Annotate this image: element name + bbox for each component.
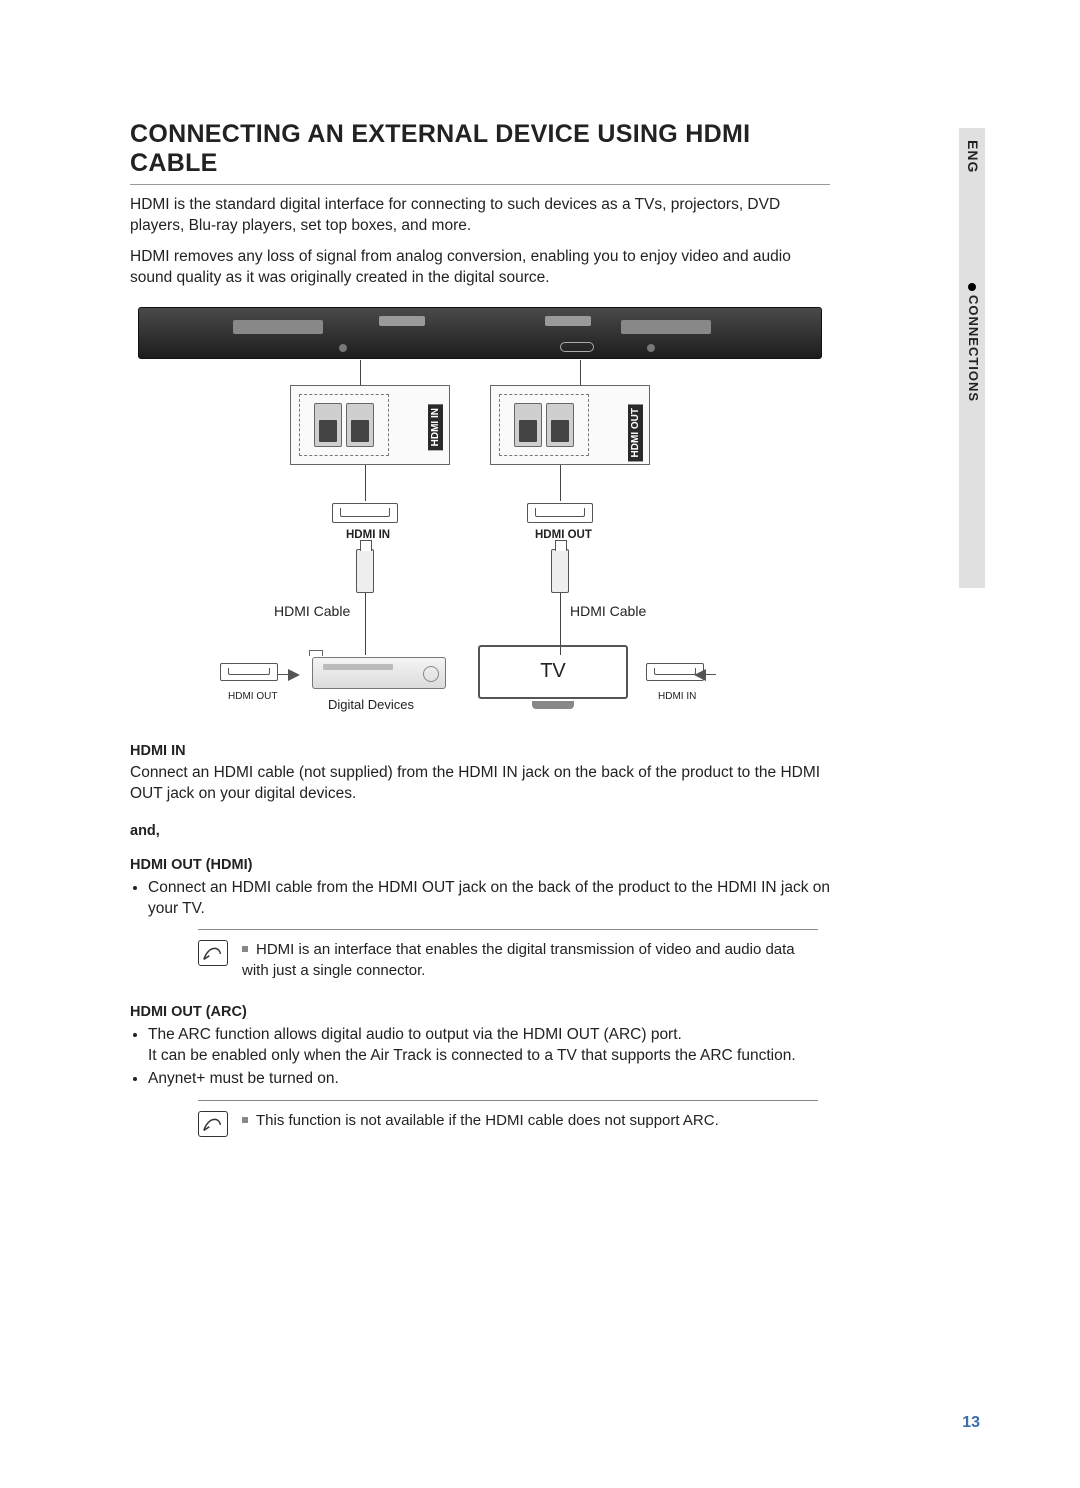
- heading-hdmi-out-arc: HDMI OUT (ARC): [130, 1004, 990, 1020]
- sidebar-bullet-icon: [968, 283, 976, 291]
- arrow-right-icon: [288, 669, 300, 681]
- manual-page: ENG CONNECTIONS CONNECTING AN EXTERNAL D…: [0, 0, 1080, 1488]
- player-eject-icon: [309, 650, 323, 656]
- note-icon: [198, 940, 228, 966]
- list-item-text: The ARC function allows digital audio to…: [148, 1026, 682, 1043]
- list-hdmi-out-hdmi: Connect an HDMI cable from the HDMI OUT …: [130, 877, 830, 920]
- intro-paragraph-1: HDMI is the standard digital interface f…: [130, 195, 830, 237]
- digital-device-icon: [312, 657, 446, 689]
- list-hdmi-out-arc: The ARC function allows digital audio to…: [130, 1024, 830, 1090]
- arrow-line: [278, 674, 288, 675]
- square-bullet-icon: [242, 946, 248, 952]
- note-text-content: HDMI is an interface that enables the di…: [242, 941, 795, 979]
- hdmi-plug-icon: [551, 549, 569, 593]
- panel-label-hdmi-out: HDMI OUT: [628, 404, 643, 461]
- sidebar-section-label: CONNECTIONS: [966, 295, 981, 402]
- tv-icon: TV: [478, 645, 628, 699]
- connector-line: [365, 465, 366, 501]
- square-bullet-icon: [242, 1117, 248, 1123]
- list-item-text: It can be enabled only when the Air Trac…: [148, 1047, 796, 1064]
- note-icon: [198, 1111, 228, 1137]
- callout-line: [360, 360, 361, 386]
- connection-diagram: HDMI IN HDMI OUT HDMI IN HDMI OUT HDMI C…: [130, 305, 830, 725]
- note-block: HDMI is an interface that enables the di…: [198, 929, 818, 981]
- arrow-line: [706, 674, 716, 675]
- callout-line: [580, 360, 581, 386]
- tv-stand-icon: [532, 701, 574, 709]
- label-hdmi-in-small: HDMI IN: [658, 691, 696, 702]
- hdmi-jack-small-icon: [220, 663, 278, 681]
- hdmi-jack-icon: [332, 503, 398, 523]
- panel-label-hdmi-in: HDMI IN: [428, 404, 443, 450]
- hdmi-in-panel: HDMI IN: [290, 385, 450, 465]
- list-item: Anynet+ must be turned on.: [148, 1068, 830, 1089]
- heading-hdmi-in: HDMI IN: [130, 743, 990, 759]
- soundbar-icon: [138, 307, 822, 359]
- intro-paragraph-2: HDMI removes any loss of signal from ana…: [130, 247, 830, 289]
- hdmi-plug-icon: [356, 549, 374, 593]
- note-text: This function is not available if the HD…: [242, 1111, 719, 1132]
- note-text-content: This function is not available if the HD…: [256, 1112, 719, 1129]
- sidebar-language: ENG: [965, 140, 981, 173]
- text-hdmi-in: Connect an HDMI cable (not supplied) fro…: [130, 763, 830, 805]
- label-hdmi-out-small: HDMI OUT: [228, 691, 277, 702]
- page-title: CONNECTING AN EXTERNAL DEVICE USING HDMI…: [130, 120, 830, 185]
- arrow-left-icon: [694, 669, 706, 681]
- hdmi-out-panel: HDMI OUT: [490, 385, 650, 465]
- hdmi-jack-icon: [527, 503, 593, 523]
- heading-and: and,: [130, 823, 990, 839]
- list-item: Connect an HDMI cable from the HDMI OUT …: [148, 877, 830, 920]
- hdmi-port-icon: [499, 394, 589, 456]
- connector-line: [560, 465, 561, 501]
- label-hdmi-cable: HDMI Cable: [570, 603, 646, 619]
- note-block: This function is not available if the HD…: [198, 1100, 818, 1137]
- label-tv: TV: [540, 660, 566, 683]
- note-text: HDMI is an interface that enables the di…: [242, 940, 818, 981]
- cable-line: [365, 593, 366, 655]
- heading-hdmi-out-hdmi: HDMI OUT (HDMI): [130, 857, 990, 873]
- label-digital-devices: Digital Devices: [328, 697, 414, 712]
- list-item: The ARC function allows digital audio to…: [148, 1024, 830, 1067]
- label-hdmi-cable: HDMI Cable: [274, 603, 350, 619]
- page-number: 13: [962, 1414, 980, 1432]
- hdmi-port-icon: [299, 394, 389, 456]
